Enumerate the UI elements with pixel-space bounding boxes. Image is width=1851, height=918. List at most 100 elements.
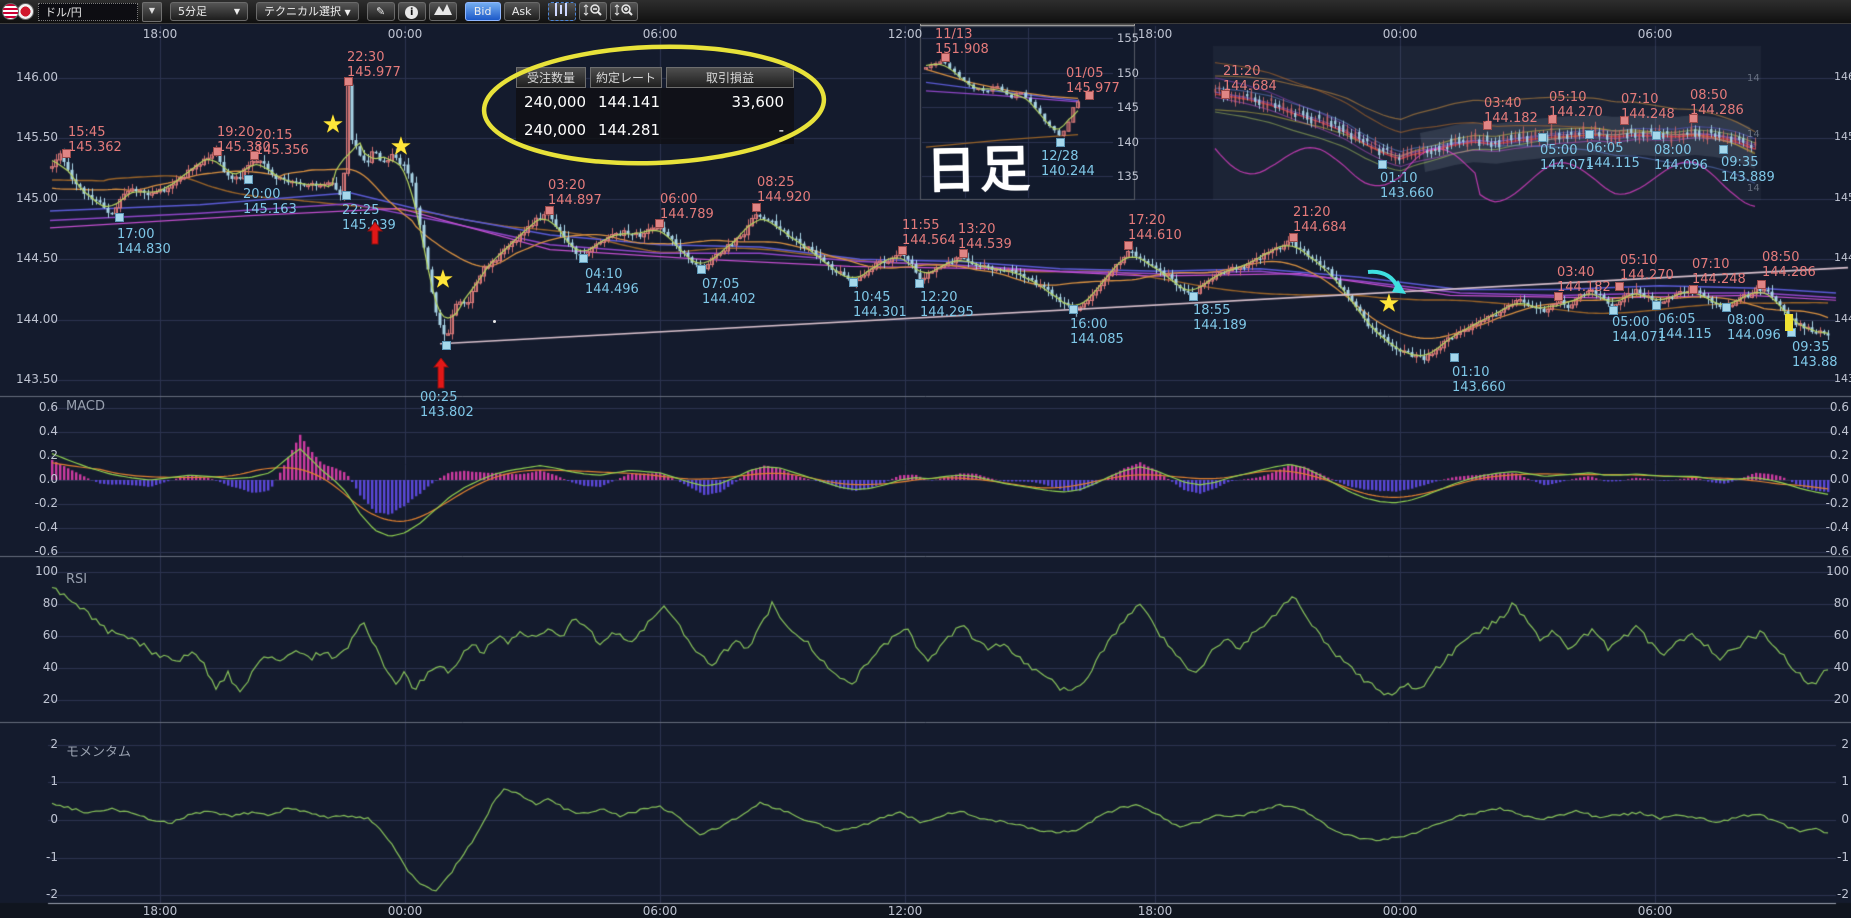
time-axis-label: 06:00 [642, 904, 678, 918]
price-annotation: 22:30 145.977 [347, 50, 401, 80]
red-up-arrow-icon [433, 358, 449, 389]
price-axis-label: 144.00 [16, 312, 58, 326]
price-annotation: 08:50 144.286 [1690, 88, 1744, 118]
indicator-axis-label: 100 [1826, 564, 1849, 578]
price-annotation: 06:05 144.115 [1658, 312, 1712, 342]
annotation-marker [898, 246, 907, 255]
japan-flag-icon [17, 3, 34, 20]
price-annotation: 10:45 144.301 [853, 290, 907, 320]
annotation-marker [344, 77, 353, 86]
price-annotation: 21:20 144.684 [1293, 205, 1347, 235]
time-axis-label: 12:00 [887, 27, 923, 41]
time-axis-label: 06:00 [1637, 904, 1673, 918]
order-row: 240,000 144.281 - [516, 116, 794, 144]
time-axis-label: 00:00 [387, 904, 423, 918]
time-axis-label: 00:00 [1382, 904, 1418, 918]
indicator-axis-label: 40 [42, 660, 58, 674]
indicator-axis-label: -2 [1837, 887, 1849, 901]
annotation-marker [752, 203, 761, 212]
zoom-out-icon [583, 4, 602, 16]
daily-chart-kanji-note: 日足 [925, 140, 1035, 200]
annotation-marker [1189, 292, 1198, 301]
price-axis-label: 143 [1834, 372, 1851, 385]
price-axis-label: 145.00 [16, 191, 58, 205]
indicator-axis-label: 1 [50, 774, 58, 788]
draw-tool-button[interactable]: ✎ [366, 2, 395, 21]
bid-button[interactable]: Bid [464, 2, 501, 21]
area-chart-button[interactable] [428, 2, 457, 21]
price-axis-label: 14 [1747, 73, 1760, 84]
indicator-axis-label: -1 [46, 850, 58, 864]
price-annotation: 07:10 144.248 [1692, 257, 1746, 287]
annotation-marker [1483, 121, 1492, 130]
zoom-out-button[interactable] [578, 2, 607, 21]
annotation-marker [941, 53, 950, 62]
indicator-axis-label: 2 [50, 737, 58, 751]
currency-pair-dropdown-button[interactable]: ▼ [142, 1, 162, 22]
annotation-marker [62, 149, 71, 158]
price-axis-label: 155 [1117, 31, 1139, 45]
price-axis-label: 144 [1834, 312, 1851, 325]
indicator-axis-label: 0.2 [38, 448, 58, 462]
price-annotation: 04:10 144.496 [585, 267, 639, 297]
annotation-marker [1615, 282, 1624, 291]
info-button[interactable]: i [397, 2, 426, 21]
star-icon: ★ [1377, 288, 1401, 318]
annotation-marker [915, 279, 924, 288]
annotation-marker [1554, 292, 1563, 301]
info-icon: i [405, 5, 419, 19]
indicator-axis-label: 80 [42, 596, 58, 610]
rsi-panel-label: RSI [66, 572, 88, 587]
indicator-axis-label: 80 [1833, 596, 1849, 610]
order-row: 240,000 144.141 33,600 [516, 88, 794, 116]
mountain-icon [433, 4, 452, 15]
ask-button[interactable]: Ask [503, 2, 540, 21]
price-axis-label: 145 [1834, 130, 1851, 143]
currency-pair-select[interactable]: ドル/円 [38, 2, 138, 21]
indicator-axis-label: -0.6 [34, 544, 58, 558]
chevron-down-icon: ▼ [233, 7, 240, 16]
price-annotation: 16:00 144.085 [1070, 317, 1124, 347]
annotation-marker [1069, 305, 1078, 314]
order-quantity-header[interactable]: 受注数量 [516, 67, 586, 88]
price-annotation: 08:25 144.920 [757, 175, 811, 205]
technical-select-button[interactable]: テクニカル選択 ▼ [256, 2, 359, 21]
price-annotation: 01:10 143.660 [1452, 365, 1506, 395]
timeframe-label: 5分足 [178, 5, 207, 18]
pnl-header[interactable]: 取引損益 [666, 67, 794, 88]
star-icon: ★ [431, 264, 455, 294]
highlight-ellipse [481, 44, 827, 166]
annotation-marker [1289, 233, 1298, 242]
price-annotation: 12:20 144.295 [920, 290, 974, 320]
annotation-marker [115, 213, 124, 222]
timeframe-select[interactable]: 5分足 ▼ [170, 2, 248, 21]
star-icon: ★ [389, 131, 413, 161]
indicator-axis-label: 1 [1841, 774, 1849, 788]
price-annotation: 03:20 144.897 [548, 178, 602, 208]
annotation-marker [1689, 114, 1698, 123]
dot-mark [493, 320, 496, 323]
price-axis-label: 145.50 [16, 130, 58, 144]
zoom-in-button[interactable] [609, 2, 638, 21]
price-annotation: 03:40 144.182 [1557, 265, 1611, 295]
annotation-marker [1548, 115, 1557, 124]
candle-chart-button[interactable] [547, 2, 576, 21]
price-annotation: 05:00 144.071 [1612, 315, 1666, 345]
price-axis-label: 140 [1117, 135, 1139, 149]
order-panel-header: 受注数量 約定レート 取引損益 [516, 67, 794, 88]
price-annotation: 20:00 145.163 [243, 187, 297, 217]
time-axis-label: 06:00 [642, 27, 678, 41]
annotation-marker [579, 254, 588, 263]
indicator-axis-label: 40 [1833, 660, 1849, 674]
price-annotation: 17:00 144.830 [117, 227, 171, 257]
indicator-axis-label: 0.2 [1829, 448, 1849, 462]
execution-rate-header[interactable]: 約定レート [590, 67, 662, 88]
price-annotation: 20:15 145.356 [255, 128, 309, 158]
price-annotation: 09:35 143.889 [1721, 155, 1775, 185]
us-flag-icon [2, 3, 19, 20]
annotation-marker [655, 219, 664, 228]
price-annotation: 21:20 144.684 [1223, 64, 1277, 94]
indicator-axis-label: 0.0 [38, 472, 58, 486]
